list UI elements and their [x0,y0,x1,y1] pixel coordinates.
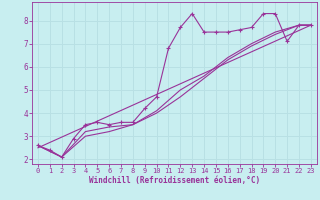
X-axis label: Windchill (Refroidissement éolien,°C): Windchill (Refroidissement éolien,°C) [89,176,260,185]
